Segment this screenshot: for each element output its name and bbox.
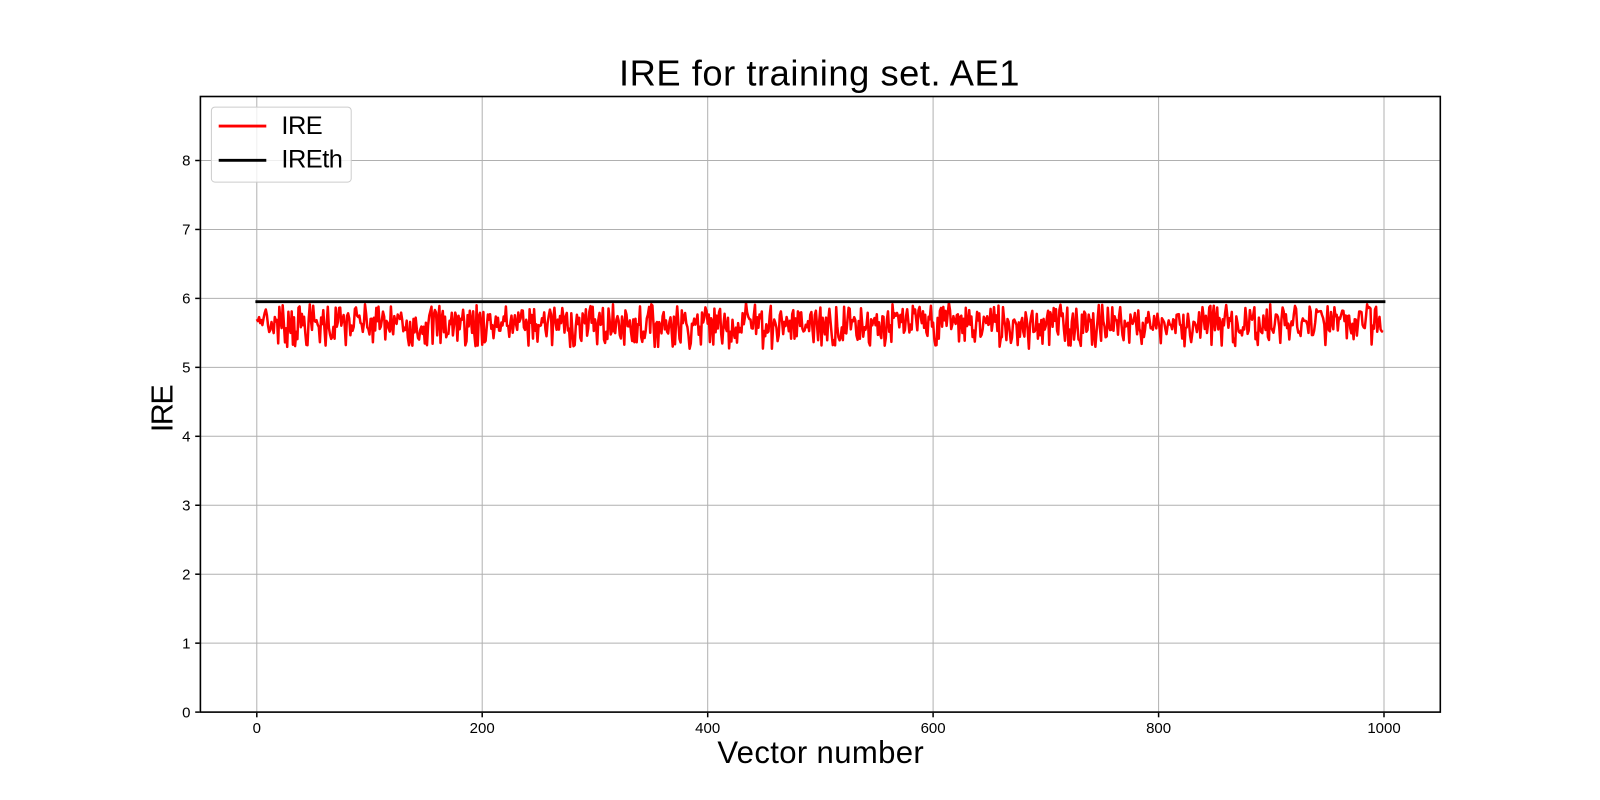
svg-text:200: 200 (470, 720, 495, 737)
svg-text:8: 8 (182, 153, 190, 170)
svg-text:400: 400 (695, 720, 720, 737)
svg-text:IRE for training set. AE1: IRE for training set. AE1 (619, 53, 1020, 94)
svg-text:3: 3 (182, 497, 190, 514)
svg-text:Vector number: Vector number (717, 735, 924, 770)
svg-text:7: 7 (182, 222, 190, 239)
svg-text:IRE: IRE (281, 112, 322, 140)
svg-text:800: 800 (1146, 720, 1171, 737)
svg-text:2: 2 (182, 566, 190, 583)
svg-text:4: 4 (182, 429, 190, 446)
svg-text:6: 6 (182, 291, 190, 308)
svg-text:0: 0 (182, 704, 190, 721)
svg-text:IREth: IREth (281, 146, 342, 174)
svg-text:5: 5 (182, 360, 190, 377)
svg-text:1: 1 (182, 635, 190, 652)
svg-text:1000: 1000 (1367, 720, 1400, 737)
svg-text:IRE: IRE (145, 385, 179, 433)
svg-text:600: 600 (921, 720, 946, 737)
svg-text:0: 0 (253, 720, 261, 737)
